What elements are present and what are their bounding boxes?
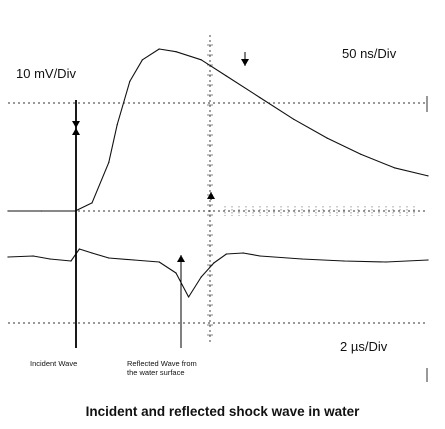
data-point-upper <box>41 210 43 212</box>
reflected-arrow-line-head <box>177 255 185 262</box>
upper-trace-start-arrow-head <box>207 192 215 199</box>
data-point-upper <box>91 202 93 204</box>
data-point-upper <box>259 97 261 99</box>
data-point-lower <box>49 258 51 260</box>
oscilloscope-grid <box>8 35 428 382</box>
incident-wave-label: Incident Wave <box>30 359 78 368</box>
data-point-lower <box>343 260 345 262</box>
upper-trace-arrow <box>241 52 249 66</box>
data-point-lower <box>427 259 429 261</box>
reflected-wave-label: Reflected Wave from the water surface <box>127 359 197 377</box>
data-point-lower <box>108 257 110 259</box>
data-point-upper <box>175 51 177 53</box>
data-point-lower <box>259 255 261 257</box>
reflected-arrow-line <box>177 255 185 348</box>
data-point-upper <box>200 59 202 61</box>
data-point-upper <box>158 48 160 50</box>
data-point-lower <box>70 260 72 262</box>
data-point-lower <box>242 252 244 254</box>
data-point-lower <box>91 252 93 254</box>
data-point-lower <box>213 262 215 264</box>
data-point-lower <box>32 255 34 257</box>
data-point-upper <box>129 80 131 82</box>
upper-trace-start-arrow <box>207 192 215 200</box>
chart-title: Incident and reflected shock wave in wat… <box>85 404 360 419</box>
data-point-upper <box>141 59 143 61</box>
voltage-scale-label: 10 mV/Div <box>16 66 76 81</box>
incident-arrow-line-head <box>72 128 80 135</box>
reflected-wave-label-line1: Reflected Wave from <box>127 359 197 368</box>
data-point-lower <box>7 256 9 258</box>
arrows <box>72 52 249 348</box>
data-point-upper <box>427 175 429 177</box>
data-point-upper <box>360 153 362 155</box>
lower-time-scale-label: 2 µs/Div <box>340 339 388 354</box>
data-point-lower <box>225 253 227 255</box>
data-point-upper <box>293 118 295 120</box>
data-point-upper <box>7 210 9 212</box>
data-point-lower <box>133 259 135 261</box>
data-point-lower <box>158 261 160 263</box>
data-point-upper <box>108 161 110 163</box>
series-line-upper <box>8 48 429 212</box>
data-point-upper <box>225 75 227 77</box>
data-point-upper <box>326 137 328 139</box>
upper-time-scale-label: 50 ns/Div <box>342 46 397 61</box>
data-point-upper <box>393 167 395 169</box>
upper-trace-arrow-head <box>241 59 249 66</box>
data-point-lower <box>175 272 177 274</box>
reflected-wave-label-line2: the water surface <box>127 368 185 377</box>
oscilloscope-traces <box>7 48 429 298</box>
data-point-lower <box>78 248 80 250</box>
incident-arrow-down <box>72 100 80 128</box>
series-line-lower <box>7 248 429 298</box>
data-point-lower <box>188 296 190 298</box>
incident-arrow-line <box>72 128 80 348</box>
incident-arrow-down-head <box>72 121 80 128</box>
data-point-upper <box>116 124 118 126</box>
data-point-lower <box>385 261 387 263</box>
data-point-lower <box>200 276 202 278</box>
data-point-lower <box>301 258 303 260</box>
